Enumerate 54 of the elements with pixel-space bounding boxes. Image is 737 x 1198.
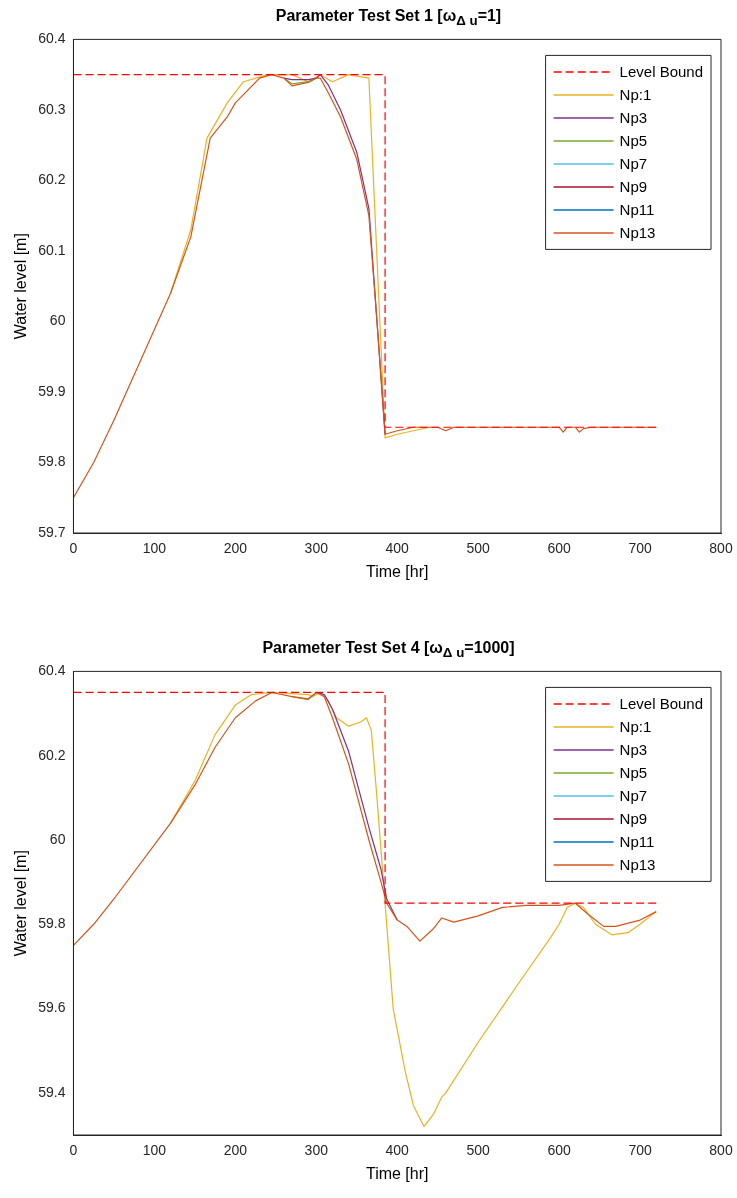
x-tick-label: 600 (547, 1142, 571, 1159)
x-tick-label: 800 (709, 1142, 733, 1159)
y-tick-label: 59.6 (38, 999, 66, 1016)
x-tick-label: 500 (466, 1142, 491, 1159)
x-tick-label: 0 (69, 1142, 78, 1159)
legend-label: Level Bound (619, 63, 704, 81)
y-tick-label: 60.4 (38, 30, 66, 47)
legend-label: Np7 (619, 155, 648, 173)
x-tick-label: 300 (304, 1142, 329, 1159)
legend-label: Np5 (619, 132, 648, 150)
x-tick-label: 0 (69, 540, 78, 557)
x-axis-title: Time [hr] (365, 1164, 429, 1182)
legend-label: Np9 (619, 810, 648, 828)
y-tick-label: 60 (49, 830, 66, 847)
legend-label: Np13 (619, 856, 656, 874)
legend-label: Level Bound (619, 695, 704, 713)
legend-label: Np3 (619, 109, 648, 127)
legend-label: Np:1 (619, 718, 652, 736)
x-tick-label: 800 (709, 540, 733, 557)
legend-label: Np:1 (619, 86, 652, 104)
x-tick-label: 400 (385, 540, 410, 557)
legend-label: Np7 (619, 787, 648, 805)
legend-label: Np13 (619, 224, 656, 242)
legend-label: Np11 (619, 833, 655, 851)
y-tick-label: 60.1 (38, 241, 66, 258)
y-tick-label: 60 (49, 312, 66, 329)
chart-title: Parameter Test Set 4 [ω$_{Δ u}$=1000] (261, 638, 516, 661)
x-tick-label: 500 (466, 540, 491, 557)
y-axis-title: Water level [m] (12, 233, 30, 340)
x-tick-label: 400 (385, 1142, 410, 1159)
y-tick-label: 59.8 (38, 915, 66, 932)
x-tick-label: 700 (628, 1142, 652, 1159)
x-tick-label: 200 (223, 540, 248, 557)
y-tick-label: 59.7 (38, 523, 66, 540)
x-tick-label: 100 (142, 540, 167, 557)
legend-label: Np5 (619, 764, 648, 782)
y-tick-label: 59.9 (38, 382, 66, 399)
y-tick-label: 59.8 (38, 453, 66, 470)
x-tick-label: 700 (628, 540, 652, 557)
x-axis-title: Time [hr] (365, 562, 429, 580)
legend-label: Np3 (619, 741, 648, 759)
y-tick-label: 60.2 (38, 171, 66, 188)
x-tick-label: 200 (223, 1142, 248, 1159)
y-tick-label: 59.4 (38, 1083, 66, 1100)
x-tick-label: 600 (547, 540, 571, 557)
x-tick-label: 100 (142, 1142, 167, 1159)
chart-title: Parameter Test Set 1 [ω$_{Δ u}$=1] (274, 6, 503, 29)
y-tick-label: 60.3 (38, 100, 66, 117)
y-axis-title: Water level [m] (12, 850, 30, 957)
legend-label: Np11 (619, 201, 655, 219)
y-tick-label: 60.4 (38, 662, 66, 679)
legend-label: Np9 (619, 178, 648, 196)
x-tick-label: 300 (304, 540, 329, 557)
y-tick-label: 60.2 (38, 746, 66, 763)
